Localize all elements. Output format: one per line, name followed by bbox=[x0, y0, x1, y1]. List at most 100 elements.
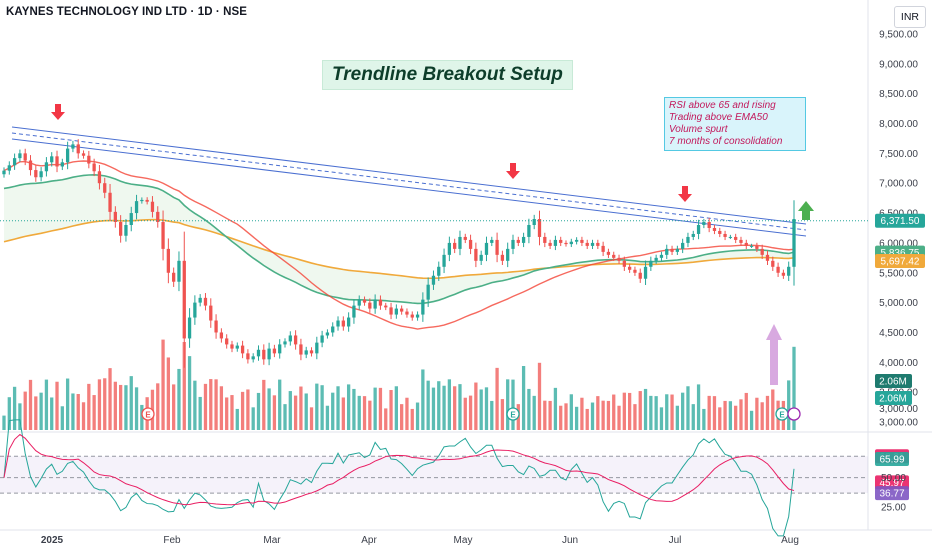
candle bbox=[734, 236, 738, 240]
candle bbox=[336, 320, 340, 327]
volume-bar bbox=[569, 394, 573, 430]
candle bbox=[580, 239, 584, 243]
volume-bar bbox=[442, 385, 446, 430]
volume-bar bbox=[675, 405, 679, 430]
candle bbox=[755, 245, 759, 249]
candle bbox=[458, 236, 462, 249]
volume-bar bbox=[320, 385, 324, 430]
volume-bar bbox=[415, 402, 420, 430]
candle bbox=[437, 266, 441, 276]
volume-bar bbox=[707, 395, 711, 430]
volume-bar bbox=[108, 368, 112, 430]
candle bbox=[553, 239, 558, 246]
x-axis-label: Mar bbox=[263, 535, 281, 546]
volume-label: 2.06M bbox=[879, 394, 907, 405]
candle bbox=[776, 266, 780, 273]
candle bbox=[293, 335, 298, 345]
earnings-marker bbox=[506, 407, 520, 421]
candle bbox=[537, 219, 542, 237]
candle bbox=[172, 272, 176, 282]
candle bbox=[235, 345, 239, 349]
price-tick-label: 4,500.00 bbox=[879, 328, 918, 339]
volume-bar bbox=[103, 378, 107, 430]
candle bbox=[214, 320, 218, 333]
rsi-label-box bbox=[875, 486, 909, 501]
candle bbox=[771, 260, 775, 267]
volume-bar bbox=[458, 384, 462, 430]
currency-selector[interactable]: INR bbox=[893, 6, 926, 28]
volume-bar bbox=[198, 396, 202, 430]
price-tick-label: 3,000.00 bbox=[879, 418, 918, 429]
volume-bar bbox=[156, 383, 160, 430]
volume-bar bbox=[187, 356, 192, 430]
volume-bar bbox=[44, 379, 49, 430]
volume-bar bbox=[177, 368, 181, 430]
volume-bar bbox=[484, 387, 489, 430]
rsi-axis-tick: 25.00 bbox=[881, 502, 906, 513]
candle bbox=[357, 299, 361, 306]
volume-bar bbox=[527, 388, 531, 430]
rsi-label-box bbox=[875, 452, 909, 467]
volume-bar bbox=[315, 383, 319, 430]
price-tick-label: 9,500.00 bbox=[879, 29, 918, 40]
candle bbox=[225, 338, 229, 345]
volume-bar bbox=[691, 404, 695, 430]
candle bbox=[394, 308, 398, 315]
candle bbox=[596, 242, 600, 246]
volume-bar bbox=[755, 397, 759, 430]
candle bbox=[251, 356, 255, 360]
rsi-ma-line bbox=[3, 433, 795, 506]
candle bbox=[649, 260, 653, 267]
volume-bar bbox=[352, 388, 356, 430]
candle bbox=[2, 170, 6, 175]
volume-bar bbox=[590, 402, 595, 430]
candle bbox=[532, 219, 536, 225]
volume-bar bbox=[686, 386, 690, 430]
rsi-label: 65.99 bbox=[879, 455, 904, 466]
volume-bar bbox=[309, 407, 314, 430]
candle bbox=[166, 248, 171, 273]
candle bbox=[12, 158, 17, 166]
volume-bar bbox=[490, 400, 494, 430]
candle bbox=[400, 308, 404, 312]
note-line: Trading above EMA50 bbox=[669, 112, 768, 123]
volume-bar bbox=[585, 408, 589, 430]
volume-bar bbox=[384, 408, 388, 430]
volume-bar bbox=[431, 387, 436, 430]
candle bbox=[426, 284, 430, 300]
candle bbox=[81, 153, 86, 156]
candle bbox=[219, 332, 224, 339]
volume-bar bbox=[792, 346, 796, 430]
candle bbox=[574, 239, 579, 242]
volume-bar bbox=[511, 379, 515, 430]
candle bbox=[177, 260, 181, 282]
candle bbox=[410, 314, 414, 318]
volume-axis-tick: 3,000.00 bbox=[879, 404, 918, 415]
symbol-header: KAYNES TECHNOLOGY IND LTD · 1D · NSE bbox=[6, 6, 248, 18]
note-line: Volume spurt bbox=[669, 124, 728, 135]
volume-bar bbox=[622, 392, 626, 430]
volume-bar bbox=[723, 400, 727, 430]
x-axis-label: 2025 bbox=[41, 535, 64, 546]
candle bbox=[453, 242, 457, 249]
candle bbox=[230, 344, 234, 349]
annotation-title: Trendline Breakout Setup bbox=[322, 60, 573, 90]
volume-bar bbox=[134, 387, 139, 430]
candle bbox=[23, 153, 27, 161]
price-tick-label: 5,500.00 bbox=[879, 268, 918, 279]
volume-bar bbox=[543, 400, 547, 430]
volume-bar bbox=[389, 390, 393, 430]
volume-bar bbox=[765, 395, 770, 430]
volume-bar bbox=[39, 392, 43, 430]
candle bbox=[749, 245, 754, 247]
candle bbox=[490, 239, 494, 243]
candle bbox=[65, 148, 70, 163]
candle bbox=[299, 344, 303, 355]
candle bbox=[665, 248, 669, 255]
volume-bar bbox=[426, 380, 430, 430]
candle bbox=[792, 219, 796, 267]
volume-bar bbox=[50, 397, 54, 430]
price-tick-label: 5,000.00 bbox=[879, 298, 918, 309]
candle bbox=[765, 254, 770, 261]
